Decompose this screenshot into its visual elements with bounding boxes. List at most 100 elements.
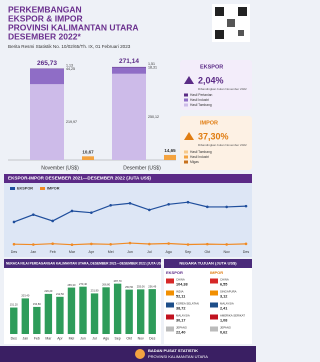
ekspor-note: Dibandingkan bulan November 2022: [198, 87, 247, 91]
footer-line: PROVINSI KALIMANTAN UTARA: [148, 354, 208, 359]
country-name: JEPANG: [220, 326, 231, 330]
bar: [113, 283, 122, 334]
qr-block: [215, 7, 224, 16]
point: [206, 205, 209, 209]
country-value: 38,72: [176, 307, 186, 311]
x-tick-label: Feb: [50, 250, 56, 254]
export-segment: [112, 67, 146, 74]
legend-label: Hasil Industri: [190, 155, 209, 159]
legend-swatch: [40, 187, 45, 190]
point: [167, 242, 170, 245]
country-name: CHINA: [220, 278, 229, 282]
import-label: 14,65: [164, 148, 176, 153]
point: [148, 242, 151, 246]
balance-title: NERACA NILAI PERDAGANGAN KALIMANTAN UTAR…: [6, 261, 164, 265]
bar: [10, 307, 18, 334]
point: [225, 205, 228, 209]
value-label: 253,50: [125, 285, 133, 289]
point: [186, 243, 190, 246]
point: [167, 202, 170, 206]
x-tick-label: Jan: [22, 336, 28, 340]
countries-title: NEGARA TUJUAN (JUTA US$): [179, 261, 237, 266]
value-label: 255,06: [137, 285, 145, 289]
value-label: 231,90: [91, 289, 99, 293]
country-value: 6,55: [220, 283, 227, 287]
country-value: 30,17: [176, 319, 186, 323]
x-tick-label: Apr: [89, 250, 95, 254]
x-tick-label: Feb: [34, 336, 40, 340]
segment-label: 1,51: [148, 62, 155, 66]
ekspor-change: 2,04%: [198, 75, 224, 85]
qr-block: [238, 30, 244, 36]
flag: [166, 302, 174, 308]
flag: [210, 326, 218, 332]
export-segment: [112, 66, 146, 68]
country-name: MALAYSIA: [176, 314, 190, 318]
qr-block: [215, 30, 224, 39]
point: [51, 219, 54, 223]
countries-header: [164, 259, 252, 268]
country-name: JEPANG: [176, 326, 187, 330]
point: [225, 243, 228, 246]
point: [109, 243, 112, 246]
flag: [210, 302, 218, 308]
legend-swatch: [184, 98, 188, 102]
value-label: 265,30: [67, 283, 75, 287]
bar: [79, 286, 87, 334]
value-label: 151,20: [10, 303, 18, 307]
impor-change: 37,30%: [198, 131, 229, 141]
impor-label: IMPOR: [200, 120, 218, 126]
x-tick-label: Des: [11, 336, 17, 340]
segment-label: 219,97: [66, 120, 77, 124]
bar: [21, 298, 29, 334]
value-label: 266,80: [102, 282, 110, 286]
bar: [90, 293, 99, 334]
x-tick-label: Mar: [45, 336, 52, 340]
countries-subheader: EKSPOR: [166, 270, 183, 275]
value-label: 270,40: [79, 282, 87, 286]
flag: [166, 326, 174, 332]
x-tick-label: Jan: [30, 250, 36, 254]
ekspor-label: EKSPOR: [200, 64, 223, 70]
total-label: 271,14: [119, 58, 139, 65]
point: [32, 213, 35, 216]
flag: [210, 278, 218, 284]
x-tick-label: Sep: [185, 250, 191, 254]
import-bar: [164, 154, 176, 160]
ekspor-panel: [180, 60, 252, 110]
bar: [137, 289, 145, 334]
flag: [166, 314, 174, 320]
export-segment: [112, 73, 146, 160]
value-label: 256,49: [148, 284, 156, 288]
point: [70, 243, 74, 246]
country-name: MALAYSIA: [220, 302, 234, 306]
total-label: 265,73: [37, 60, 57, 67]
x-tick-label: Nov: [138, 336, 144, 340]
point: [244, 204, 248, 208]
x-tick-label: Sep: [114, 336, 120, 340]
country-value: 52,11: [176, 295, 185, 299]
country-value: 0,62: [220, 331, 227, 335]
logo: [135, 349, 145, 359]
up-arrow: [184, 76, 194, 84]
segment-label: 250,12: [148, 115, 159, 119]
value-label: 229,20: [44, 289, 52, 293]
country-name: INDIA: [176, 290, 184, 294]
x-tick-label: Des: [149, 336, 155, 340]
x-tick-label: Nov: [223, 250, 230, 254]
segment-label: 1,13: [66, 63, 73, 67]
bar: [33, 306, 41, 334]
legend-swatch: [10, 187, 15, 190]
country-value: 104,38: [176, 283, 188, 287]
x-tick-label: Mar: [69, 250, 76, 254]
impor-panel: [180, 116, 252, 170]
point: [32, 243, 35, 246]
countries-subheader: IMPOR: [210, 270, 223, 275]
x-tick-label: Mei: [108, 250, 114, 254]
x-tick-label: Jul: [92, 336, 97, 340]
point: [70, 209, 74, 213]
point: [186, 200, 190, 204]
infographic: PERKEMBANGAN EKSPOR & IMPOR PROVINSI KAL…: [0, 4, 256, 362]
country-value: 22,40: [176, 331, 186, 335]
legend-swatch: [184, 103, 188, 107]
